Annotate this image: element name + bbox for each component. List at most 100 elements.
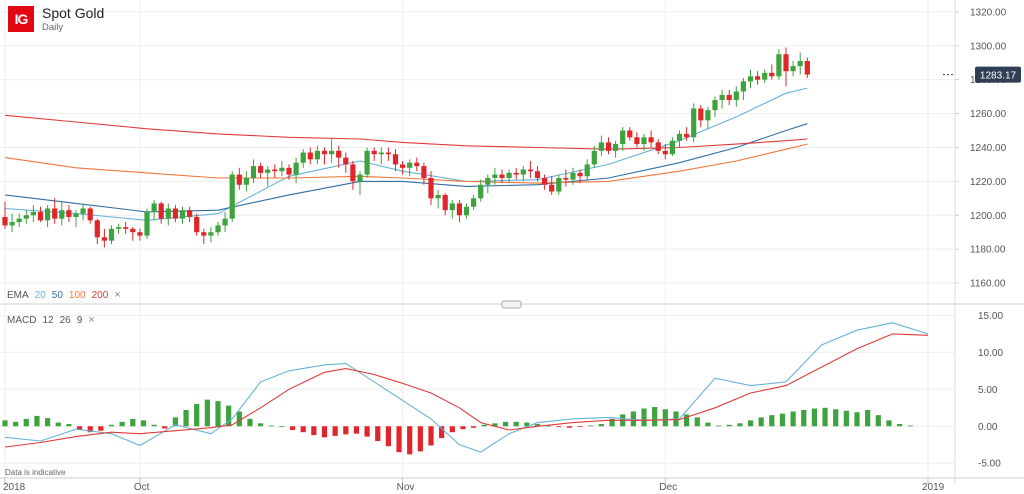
macd-histogram-bar [886, 420, 892, 427]
macd-histogram-bar [822, 407, 828, 427]
macd-histogram-bar [45, 418, 51, 427]
candle-body [250, 166, 257, 178]
chart-titles: Spot Gold Daily [42, 6, 104, 33]
candle-body [364, 150, 370, 175]
candle-body [676, 133, 683, 141]
macd-histogram-bar [204, 399, 210, 427]
macd-legend-fast: 12 [42, 314, 54, 326]
candle-body [684, 133, 690, 138]
candle-body [556, 177, 562, 192]
macd-histogram-bar [119, 421, 125, 427]
price-axis-label: 1180.00 [970, 245, 1006, 256]
macd-histogram-bar [55, 422, 61, 427]
candle-body [442, 194, 448, 211]
candle-body [179, 210, 186, 219]
candle-body [414, 162, 420, 167]
macd-histogram-bar [268, 425, 274, 427]
macd-histogram-bar [758, 417, 764, 427]
macd-histogram-bar [428, 426, 434, 446]
candle-body [449, 203, 455, 211]
candle-body [2, 216, 8, 226]
candle-body [783, 54, 789, 72]
macd-histogram-bar [566, 426, 573, 428]
candle-body [634, 137, 640, 145]
candle-body [222, 218, 228, 226]
candle-body [747, 76, 754, 82]
instrument-title: Spot Gold [42, 5, 105, 21]
candle-body [37, 211, 44, 221]
candle-body [648, 137, 654, 143]
ema-legend-period-50: 50 [51, 289, 63, 301]
macd-axis-label: 10.00 [978, 348, 1003, 359]
ema-100-line [4, 143, 808, 184]
macd-legend-signal: 9 [76, 314, 83, 326]
candle-body [804, 61, 810, 75]
candle-body [229, 174, 235, 219]
last-price-label: 1283.17 [980, 71, 1017, 82]
macd-histogram-bar [417, 426, 423, 452]
candle-body [542, 177, 548, 185]
macd-histogram-bar [545, 425, 551, 427]
candle-body [662, 150, 668, 155]
candle-body [605, 142, 612, 151]
macd-histogram-bar [289, 426, 296, 430]
candle-body [215, 225, 221, 233]
macd-histogram-bar [343, 426, 349, 435]
macd-histogram-bar [311, 426, 317, 436]
candle-body [385, 152, 391, 155]
macd-histogram-bar [300, 426, 306, 433]
candle-body [279, 167, 285, 172]
macd-histogram-bar [833, 409, 839, 427]
candle-body [45, 208, 51, 221]
macd-axis-label: -5.00 [978, 459, 1001, 470]
price-axis-label: 1220.00 [970, 177, 1007, 188]
time-axis-label: Oct [134, 482, 150, 493]
macd-histogram-bar [737, 423, 743, 427]
macd-histogram-bar [705, 422, 711, 427]
macd-histogram-bar [630, 411, 636, 427]
candle-body [187, 210, 193, 217]
macd-histogram-bar [162, 426, 168, 429]
macd-histogram-bar [183, 410, 189, 427]
macd-histogram-bar [715, 425, 722, 427]
candle-body [23, 215, 29, 219]
macd-histogram-bar [577, 426, 583, 428]
macd-legend: MACD 12 26 9 × [7, 314, 95, 326]
price-axis-label: 1160.00 [970, 279, 1006, 290]
ema-20-line [4, 87, 808, 221]
macd-histogram-bar [279, 426, 285, 428]
ema-legend-label: EMA [7, 289, 29, 301]
price-axis-label: 1300.00 [970, 41, 1007, 52]
macd-histogram-bar [98, 426, 104, 431]
macd-histogram-bar [66, 424, 72, 427]
macd-histogram-bar [641, 408, 647, 427]
candle-body [478, 184, 484, 199]
macd-histogram-bar [108, 424, 115, 427]
macd-histogram-bar [449, 426, 455, 433]
candle-body [463, 206, 470, 216]
candle-body [712, 100, 718, 111]
macd-histogram-bar [396, 426, 402, 453]
macd-histogram-bar [34, 415, 40, 427]
price-axis-label: 1260.00 [970, 109, 1007, 120]
candle-body [492, 174, 498, 178]
macd-histogram-bar [779, 413, 786, 427]
macd-line [4, 322, 929, 453]
candle-body [691, 108, 697, 138]
macd-histogram-bar [407, 426, 413, 455]
candle-body [158, 203, 164, 219]
macd-histogram-bar [897, 424, 903, 427]
macd-histogram-bar [194, 404, 200, 427]
macd-histogram-bar [375, 426, 381, 442]
candle-body [30, 211, 36, 216]
candle-body [321, 150, 328, 155]
macd-histogram-bar [907, 425, 913, 427]
ema-legend-period-200: 200 [91, 289, 109, 301]
candle-body [527, 169, 533, 172]
macd-histogram-bar [353, 426, 360, 434]
ema-remove-icon[interactable]: × [114, 289, 121, 301]
macd-axis-label: 15.00 [978, 311, 1003, 322]
macd-axis-label: 5.00 [978, 385, 998, 396]
candle-body [790, 66, 796, 72]
macd-remove-icon[interactable]: × [88, 314, 95, 326]
